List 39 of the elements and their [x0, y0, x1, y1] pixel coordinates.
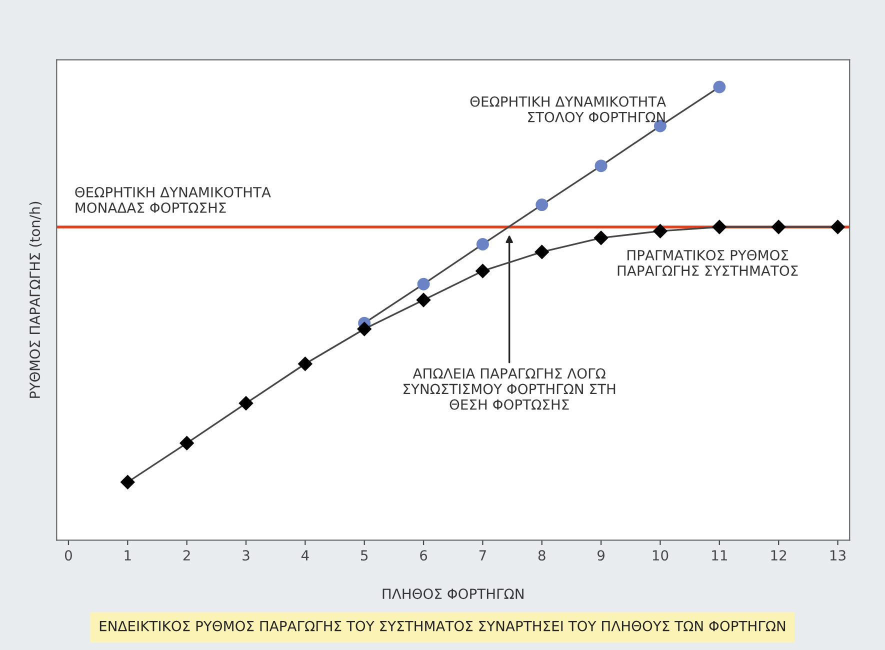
x-tick-label: 9	[598, 550, 604, 561]
x-tick-label: 6	[420, 550, 428, 561]
y-axis-title: ΡΥΘΜΟΣ ΠΑΡΑΓΩΓΗΣ (ton/h)	[29, 202, 42, 398]
point	[476, 238, 489, 250]
point	[594, 160, 608, 172]
x-tick-label: 10	[652, 550, 668, 561]
point	[298, 356, 312, 371]
point	[653, 224, 668, 238]
text: ΕΝΔΕΙΚΤΙΚΟΣ ΡΥΘΜΟΣ ΠΑΡΑΓΩΓΗΣ ΤΟΥ ΣΥΣΤΗΜΑΤΟΣ ΣΥΝΑΡΤΗΣΕΙ ΤΟΥ ΠΛΗΘΟΥΣ ΤΩΝ ΦΟΡΤΗΓΩΝ	[100, 620, 786, 632]
point	[120, 475, 135, 490]
point	[534, 244, 549, 260]
point	[238, 396, 254, 410]
x-axis-title: ΠΛΗΘΟΣ ΦΟΡΤΗΓΩΝ	[382, 588, 524, 600]
point	[416, 292, 431, 308]
series-label: ΘΕΩΡΗΤΙΚΗ ΔΥΝΑΜΙΚΟΤΗΤΑ ΣΤΟΛΟΥ ΦΟΡΤΗΓΩΝ	[470, 96, 666, 122]
x-tick-label: 13	[830, 550, 846, 561]
point	[713, 80, 726, 94]
x-tick-label: 3	[242, 550, 250, 561]
point	[772, 220, 786, 234]
x-tick-label: 12	[771, 550, 786, 560]
point	[536, 198, 548, 212]
x-tick-label: 7	[479, 550, 486, 560]
annotation: ΑΠΩΛΕΙΑ ΠΑΡΑΓΩΓΗΣ ΛΟΓΩ ΣΥΝΩΣΤΙΣΜΟΥ ΦΟΡΤΗΓΩΝ ΣΤΗ ΘΕΣΗ ΦΟΡΤΩΣΗΣ	[404, 368, 616, 410]
x-tick-label: 5	[361, 550, 368, 561]
point	[830, 220, 845, 234]
point	[594, 230, 608, 245]
ref-line-label: ΘΕΩΡΗΤΙΚΗ ΔΥΝΑΜΙΚΟΤΗΤΑ ΜΟΝΑΔΑΣ ΦΟΡΤΩΣΗΣ	[75, 186, 271, 213]
x-tick-label: 11	[712, 550, 727, 560]
point	[476, 264, 490, 278]
x-tick-label: 4	[301, 550, 309, 560]
x-tick-label: 2	[183, 550, 190, 560]
point	[712, 220, 726, 234]
x-tick-label: 8	[538, 550, 546, 561]
x-tick-label: 0	[64, 550, 72, 561]
x-tick-label: 1	[124, 550, 131, 560]
point	[357, 322, 372, 336]
point	[417, 278, 430, 290]
point	[180, 436, 194, 450]
series-label: ΠΡΑΓΜΑΤΙΚΟΣ ΡΥΘΜΟΣ ΠΑΡΑΓΩΓΗΣ ΣΥΣΤΗΜΑΤΟΣ	[618, 250, 798, 276]
